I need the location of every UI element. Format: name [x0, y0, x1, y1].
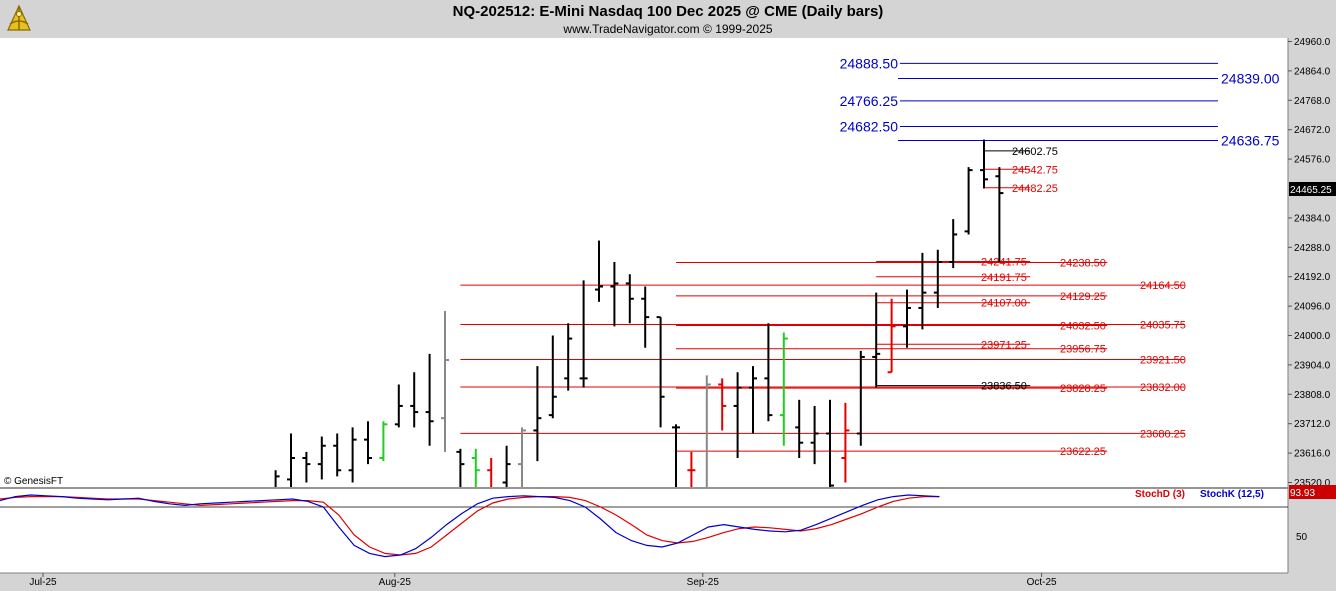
x-tick-label: Jul-25 [29, 577, 57, 588]
level-label: 24164.50 [1140, 280, 1186, 292]
level-label: 24542.75 [1012, 164, 1058, 176]
level-label: 23971.25 [981, 339, 1027, 351]
y-tick-label: 24384.0 [1294, 213, 1331, 224]
y-tick-label: 23520.0 [1294, 478, 1331, 489]
level-label: 24191.75 [981, 272, 1027, 284]
x-tick-label: Sep-25 [687, 577, 720, 588]
level-label: 24839.00 [1221, 71, 1280, 87]
level-label: 24032.50 [1060, 321, 1106, 333]
y-tick-label: 23712.0 [1294, 419, 1331, 430]
level-label: 23622.25 [1060, 446, 1106, 458]
level-label: 24107.00 [981, 298, 1027, 310]
y-tick-label: 24768.0 [1294, 96, 1331, 107]
level-label: 23832.00 [1140, 382, 1186, 394]
level-label: 24238.50 [1060, 257, 1106, 269]
time-scale-bg [0, 574, 1336, 591]
indicator-panel[interactable] [0, 489, 1288, 573]
genesis-copyright: © GenesisFT [4, 476, 63, 487]
level-label: 23828.25 [1060, 383, 1106, 395]
stochd-line [0, 496, 940, 556]
level-label: 24888.50 [840, 55, 899, 71]
level-label: 24602.75 [1012, 146, 1058, 158]
y-tick-label: 24960.0 [1294, 37, 1331, 48]
y-tick-label: 24192.0 [1294, 272, 1331, 283]
y-tick-label: 24000.0 [1294, 331, 1331, 342]
level-label: 23921.50 [1140, 355, 1186, 367]
y-tick-label: 23808.0 [1294, 390, 1331, 401]
level-label: 24129.25 [1060, 291, 1106, 303]
level-label: 24766.25 [840, 93, 899, 109]
chart-subtitle: www.TradeNavigator.com © 1999-2025 [563, 22, 773, 36]
y-tick-label: 24672.0 [1294, 125, 1331, 136]
y-tick-label: 23616.0 [1294, 449, 1331, 460]
stochk-legend: StochK (12,5) [1200, 489, 1264, 500]
y-tick-label: 23904.0 [1294, 360, 1331, 371]
y-tick-label: 24096.0 [1294, 302, 1331, 313]
trade-navigator-logo-icon [2, 2, 36, 36]
stochk-line [0, 494, 940, 558]
last-price-box [1289, 182, 1336, 196]
price-scale-bg [1289, 38, 1336, 573]
stoch-last-box [1289, 485, 1336, 499]
last-price-label: 24465.25 [1290, 185, 1332, 196]
level-label: 24482.25 [1012, 183, 1058, 195]
y-tick-label: 24864.0 [1294, 66, 1331, 77]
stochd-legend: StochD (3) [1135, 489, 1185, 500]
chart-title: NQ-202512: E-Mini Nasdaq 100 Dec 2025 @ … [452, 3, 884, 20]
level-label: 24636.75 [1221, 132, 1280, 148]
x-tick-label: Aug-25 [379, 577, 412, 588]
level-label: 24682.50 [840, 118, 899, 134]
stoch-tick-50: 50 [1296, 532, 1308, 543]
level-label: 23680.25 [1140, 428, 1186, 440]
y-tick-label: 24576.0 [1294, 155, 1331, 166]
level-label: 23836.50 [981, 381, 1027, 393]
level-label: 24241.75 [981, 256, 1027, 268]
chart-header: NQ-202512: E-Mini Nasdaq 100 Dec 2025 @ … [0, 0, 1336, 38]
stoch-last-label: 93.93 [1290, 488, 1315, 499]
x-tick-label: Oct-25 [1027, 577, 1057, 588]
y-tick-label: 24288.0 [1294, 243, 1331, 254]
level-label: 23956.75 [1060, 344, 1106, 356]
level-label: 24035.75 [1140, 320, 1186, 332]
